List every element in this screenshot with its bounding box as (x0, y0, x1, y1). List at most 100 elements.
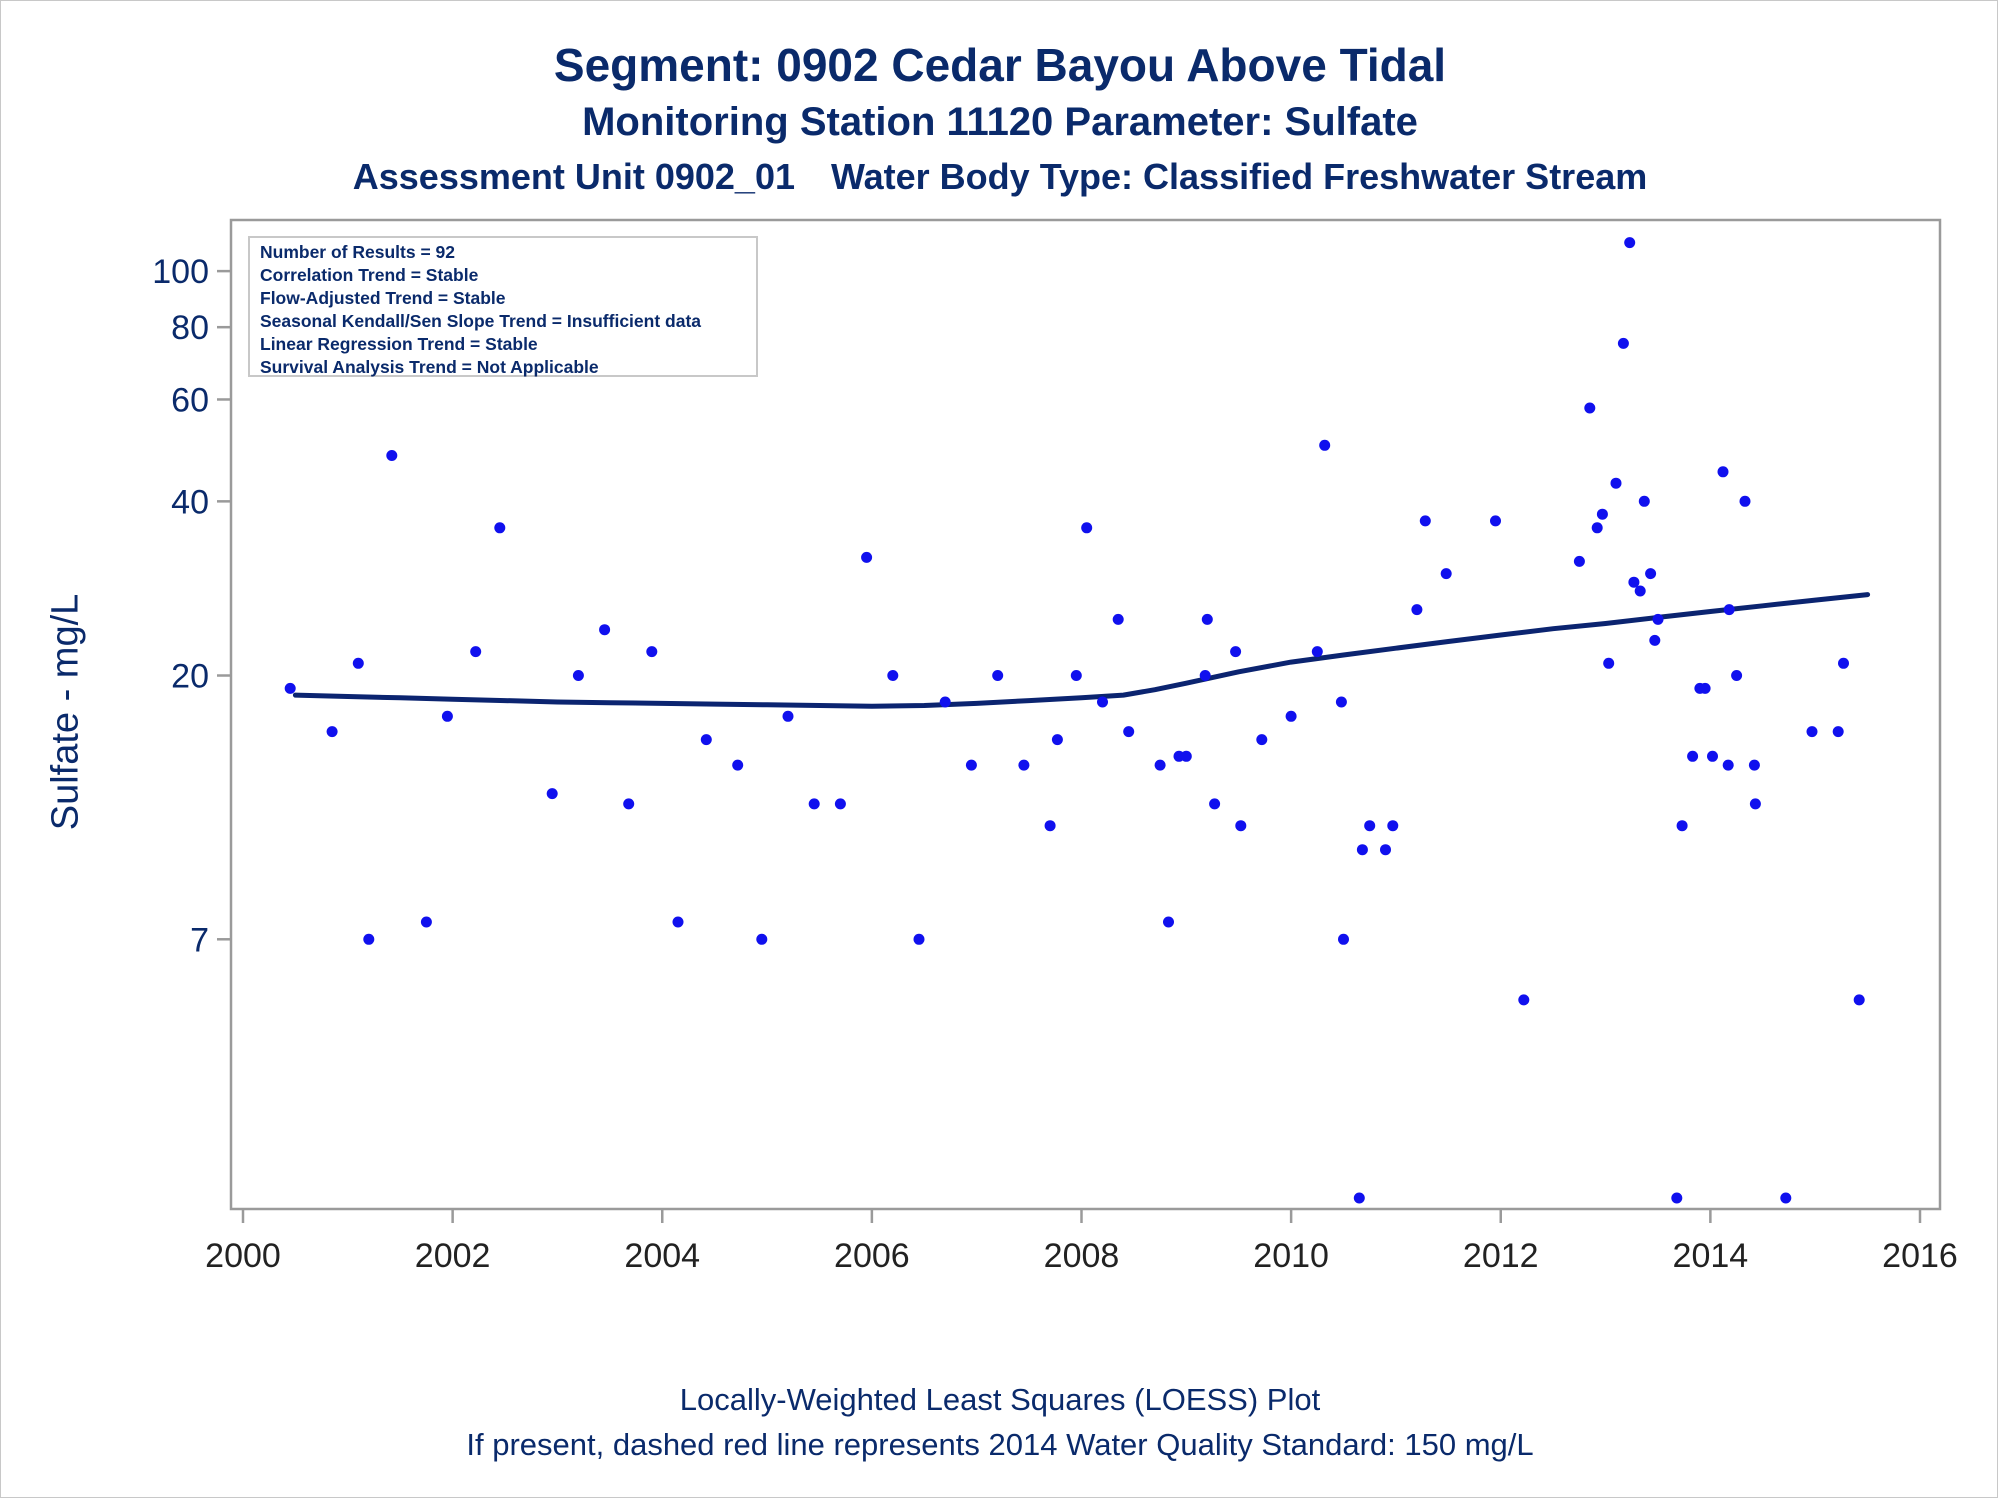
data-point (1624, 237, 1636, 249)
data-point (1209, 798, 1221, 810)
data-point (599, 624, 611, 636)
footnote-standard: If present, dashed red line represents 2… (466, 1427, 1534, 1462)
data-point (1387, 820, 1399, 832)
x-tick-label: 2000 (205, 1237, 281, 1275)
data-point (623, 798, 635, 810)
x-tick-label: 2008 (1044, 1237, 1120, 1275)
data-point (1707, 750, 1718, 762)
data-point (1353, 1192, 1365, 1204)
data-point (1518, 994, 1530, 1006)
data-point (1832, 726, 1844, 738)
data-point (861, 551, 873, 563)
data-point (420, 916, 432, 928)
data-point (1628, 576, 1640, 588)
data-point (1638, 495, 1650, 507)
data-point (470, 646, 482, 658)
data-point (1081, 522, 1093, 534)
data-point (1051, 734, 1063, 746)
data-point (1573, 555, 1585, 567)
data-point (834, 798, 846, 810)
data-point (1722, 759, 1734, 771)
data-point (732, 759, 744, 771)
data-point (1070, 670, 1082, 681)
data-point (1671, 1192, 1683, 1204)
data-point (1319, 439, 1331, 451)
data-point (939, 696, 951, 708)
data-point (1199, 670, 1211, 681)
x-tick-label: 2004 (624, 1237, 700, 1275)
data-point (1739, 495, 1751, 507)
data-point (1201, 613, 1213, 625)
data-point (1097, 696, 1108, 708)
x-tick-label: 2014 (1673, 1237, 1749, 1275)
statistics-box: Number of Results = 92 Correlation Trend… (248, 236, 758, 377)
data-point (1749, 798, 1761, 810)
data-point (1676, 820, 1688, 832)
data-point (1018, 759, 1030, 771)
data-point (913, 933, 925, 945)
data-point (1649, 634, 1661, 646)
data-point (1748, 759, 1760, 771)
data-point (1610, 477, 1622, 489)
data-point (1338, 933, 1349, 945)
data-point (1652, 613, 1664, 625)
data-point (352, 657, 364, 669)
x-tick-label: 2016 (1882, 1237, 1958, 1275)
data-point (965, 759, 977, 771)
data-point (1603, 657, 1615, 669)
data-point (1235, 820, 1247, 832)
y-tick-label: 7 (190, 921, 209, 959)
data-point (1335, 696, 1347, 708)
data-point (1617, 337, 1629, 349)
footnote-loess: Locally-Weighted Least Squares (LOESS) P… (679, 1382, 1321, 1417)
data-point (1699, 682, 1711, 694)
data-point (1645, 568, 1657, 580)
data-point (1490, 515, 1501, 527)
y-tick-label: 60 (171, 381, 209, 419)
data-point (1731, 670, 1743, 681)
data-point (782, 710, 794, 722)
data-point (1634, 585, 1646, 597)
data-point (494, 522, 506, 534)
data-point (1163, 916, 1174, 928)
data-point (1806, 726, 1818, 738)
data-point (1419, 515, 1431, 527)
stat-linear-regression-trend: Linear Regression Trend = Stable (260, 334, 538, 354)
data-point (887, 670, 899, 681)
data-point (992, 670, 1004, 681)
data-point (363, 933, 375, 945)
data-point (1687, 750, 1699, 762)
x-tick-label: 2002 (415, 1237, 491, 1275)
data-point (1717, 466, 1729, 478)
data-point (1584, 402, 1596, 414)
x-tick-label: 2012 (1463, 1237, 1539, 1275)
chart-title: Segment: 0902 Cedar Bayou Above Tidal (553, 39, 1447, 91)
stat-correlation-trend: Correlation Trend = Stable (260, 265, 479, 285)
y-tick-label: 80 (171, 309, 209, 347)
data-point (386, 450, 398, 461)
stat-number-of-results: Number of Results = 92 (260, 242, 455, 262)
data-point (1853, 994, 1865, 1006)
data-point (1123, 726, 1135, 738)
data-point (326, 726, 338, 738)
data-point (1256, 734, 1268, 746)
data-point (1380, 844, 1391, 856)
chart-subtitle-station: Monitoring Station 11120 Parameter: Sulf… (582, 100, 1418, 144)
data-point (646, 646, 658, 658)
water-body-type-label: Water Body Type: Classified Freshwater S… (831, 156, 1648, 197)
data-point (546, 788, 558, 800)
data-point (700, 734, 712, 746)
data-point (1112, 613, 1124, 625)
y-tick-label: 100 (152, 253, 209, 291)
data-point (1311, 646, 1323, 658)
stat-seasonal-kendall-trend: Seasonal Kendall/Sen Slope Trend = Insuf… (260, 311, 702, 331)
data-point (808, 798, 820, 810)
x-tick-label: 2006 (834, 1237, 910, 1275)
stat-survival-analysis-trend: Survival Analysis Trend = Not Applicable (260, 357, 599, 377)
x-tick-label: 2010 (1253, 1237, 1329, 1275)
data-point (672, 916, 684, 928)
data-point (756, 933, 768, 945)
data-point (1285, 710, 1297, 722)
data-point (1356, 844, 1368, 856)
